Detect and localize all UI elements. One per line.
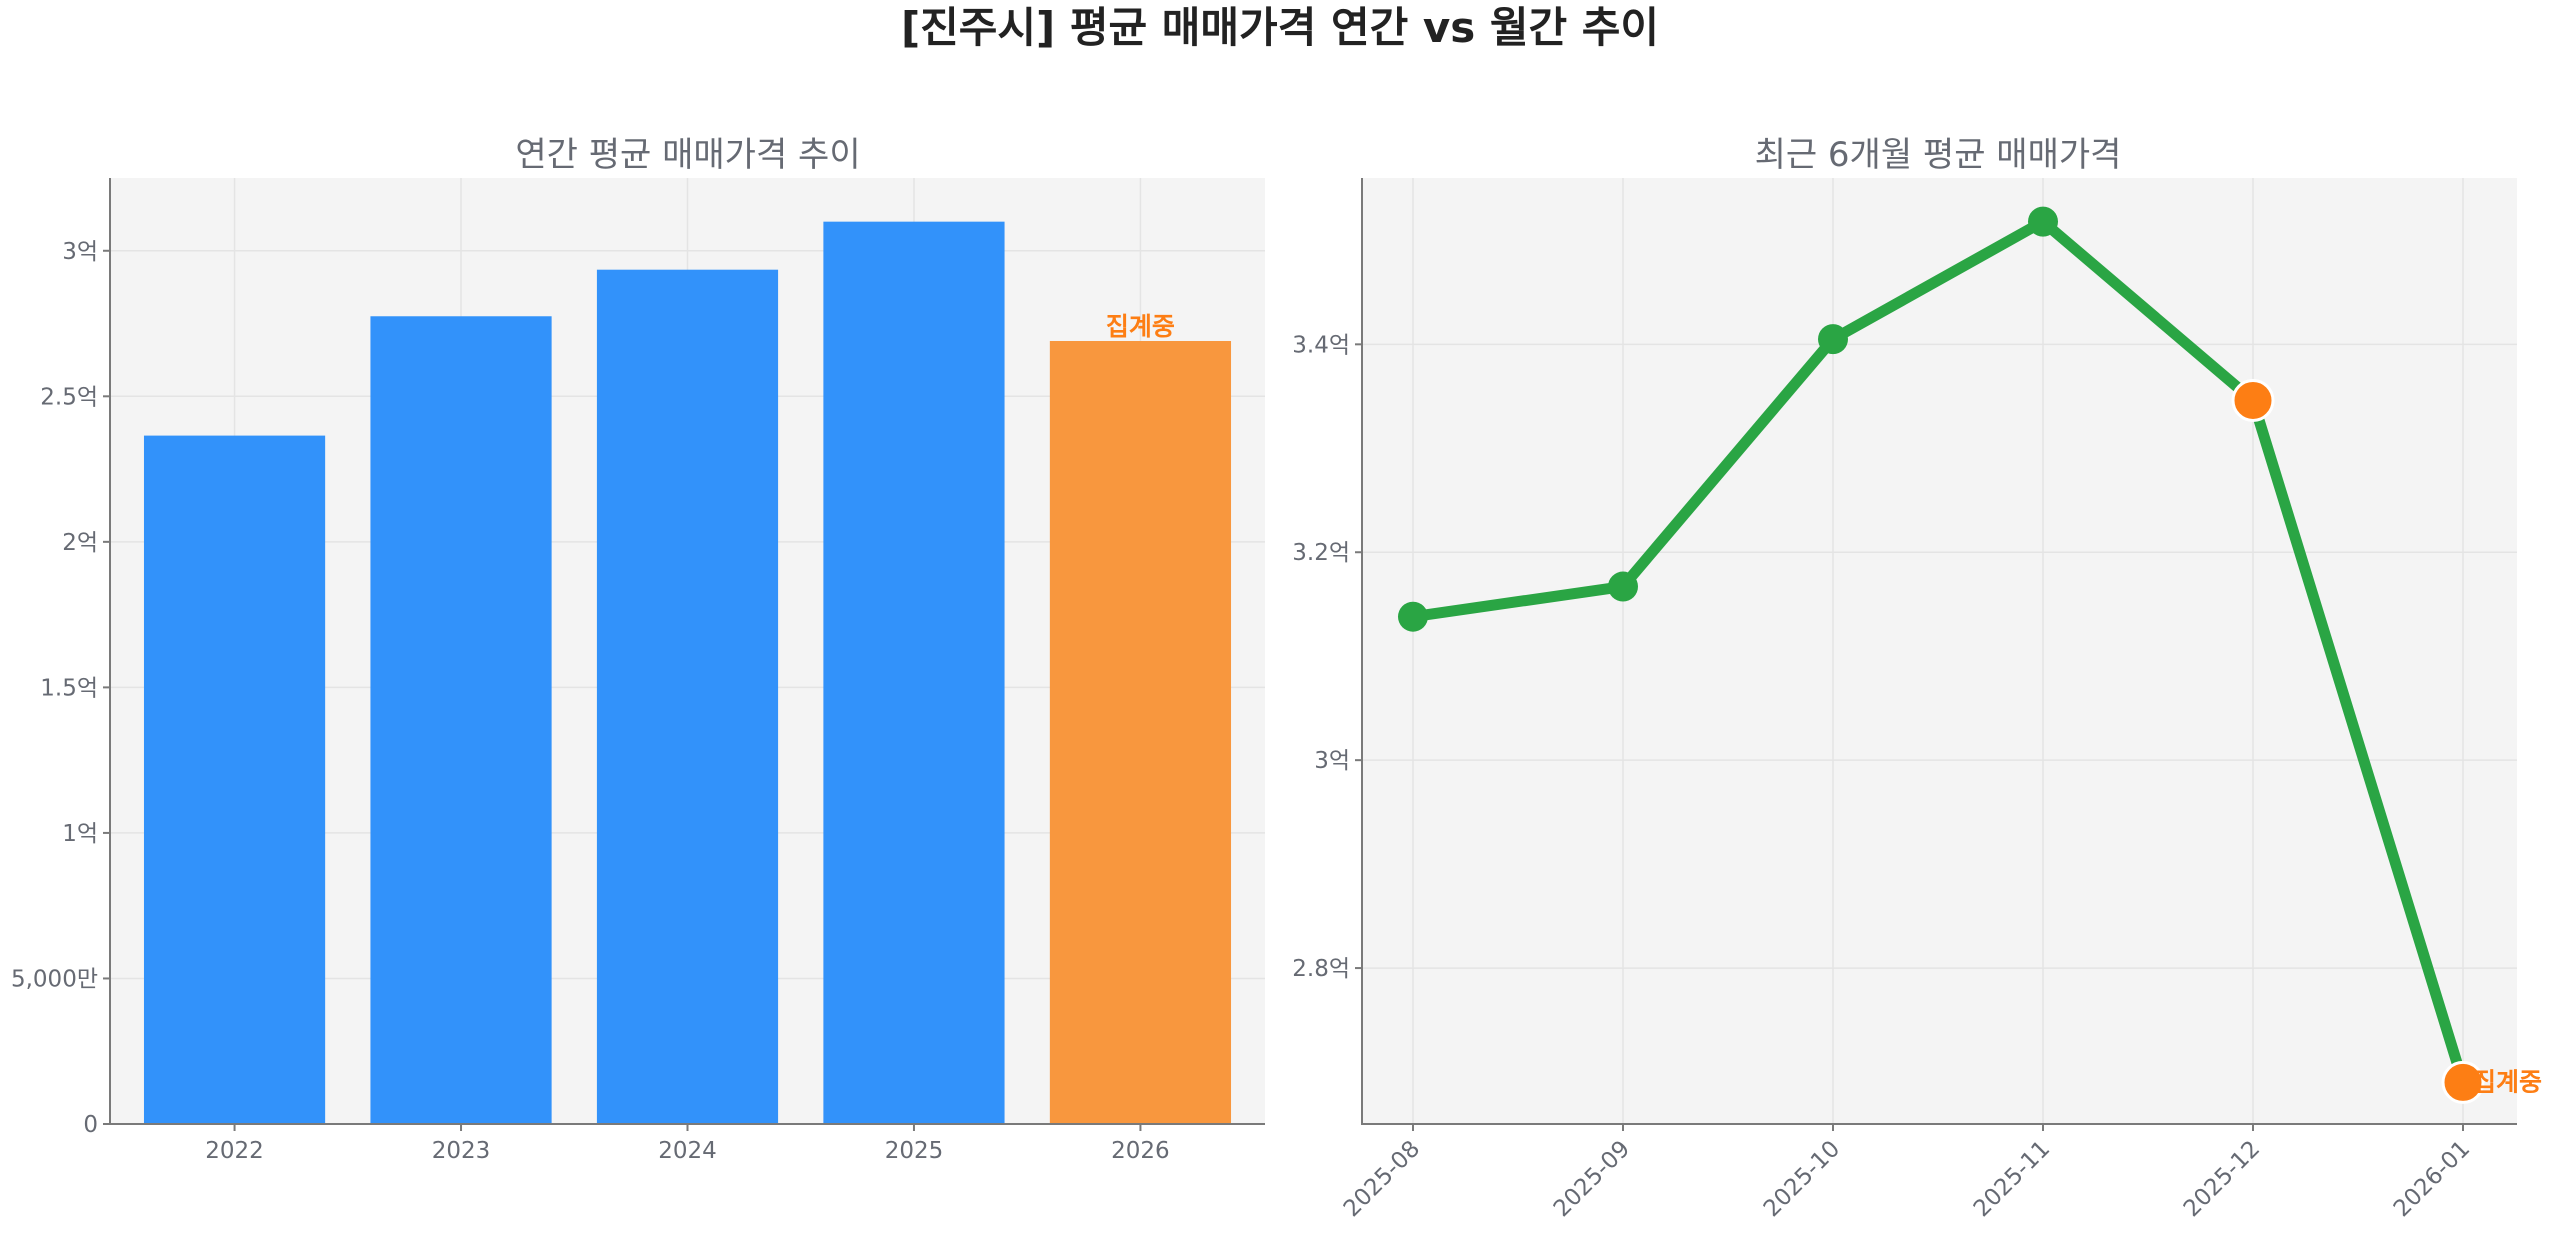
line-x-tick-label: 2025-11: [1969, 1136, 2055, 1222]
bar-chart-title: 연간 평균 매매가격 추이: [515, 135, 860, 175]
bar-2022: [143, 435, 326, 1124]
line-plot-area: [1362, 178, 2517, 1124]
bar-y-tick-label: 2.5억: [40, 384, 98, 410]
line-series: 집계중: [1398, 206, 2542, 1104]
bar-partial-label: 집계중: [1106, 312, 1175, 341]
figure-title: [진주시] 평균 매매가격 연간 vs 월간 추이: [901, 3, 1659, 52]
bar-x-tick-label: 2025: [885, 1138, 944, 1164]
bar-2026: [1049, 341, 1232, 1125]
line-point-2025-10: [1818, 324, 1848, 355]
bar-series: 집계중: [143, 221, 1232, 1125]
line-point-2025-09: [1608, 571, 1638, 602]
bar-2024: [596, 269, 779, 1125]
line-x-tick-label: 2025-09: [1549, 1136, 1635, 1222]
bar-axes-spines: [109, 178, 1265, 1125]
bar-y-tick-label: 5,000만: [11, 966, 98, 992]
bar-y-tick-label: 0: [83, 1112, 98, 1138]
bar-2025: [823, 221, 1005, 1124]
bar-x-tick-label: 2022: [205, 1138, 264, 1164]
bar-2023: [370, 316, 552, 1124]
line-axes-spines: [1361, 178, 2517, 1125]
line-x-tick-label: 2025-12: [2179, 1136, 2265, 1222]
bar-y-tick-label: 1억: [62, 821, 98, 847]
bar-x-tick-label: 2023: [432, 1138, 491, 1164]
line-point-2025-12: [2231, 378, 2275, 422]
bar-y-tick-label: 2억: [62, 530, 98, 556]
line-y-tick-label: 2.8억: [1292, 956, 1350, 982]
line-y-tick-label: 3억: [1314, 748, 1350, 774]
annual-bar-chart: 집계중 0 5,000만 1억 1.5억 2억 2.5억 3억 2022 2023 2024 202…: [11, 135, 1265, 1164]
bar-x-tick-label: 2026: [1111, 1138, 1170, 1164]
bar-y-tick-label: 1.5억: [40, 675, 98, 701]
line-chart-title: 최근 6개월 평균 매매가격: [1755, 135, 2122, 175]
line-x-tick-label: 2025-10: [1759, 1136, 1845, 1222]
bar-x-tick-label: 2024: [658, 1138, 717, 1164]
line-point-2025-08: [1398, 601, 1428, 632]
bar-y-tick-label: 3억: [62, 239, 98, 265]
line-point-2026-01: [2441, 1060, 2485, 1104]
line-series-path: [1407, 216, 2469, 1088]
monthly-line-chart: 집계중 2.8억 3억 3.2억 3.4억 2025-08 2025-09 2025-10 2…: [1292, 135, 2542, 1222]
line-point-2025-11: [2028, 206, 2058, 237]
line-y-tick-label: 3.2억: [1292, 540, 1350, 566]
line-gridlines: [1362, 178, 2517, 1124]
line-y-tick-label: 3.4억: [1292, 332, 1350, 358]
bar-axis-ticks: 0 5,000만 1억 1.5억 2억 2.5억 3억 2022 2023 2024 2025 202…: [11, 239, 1170, 1164]
line-x-tick-label: 2026-01: [2389, 1136, 2475, 1222]
line-x-tick-label: 2025-08: [1339, 1136, 1425, 1222]
line-partial-label: 집계중: [2473, 1067, 2542, 1096]
